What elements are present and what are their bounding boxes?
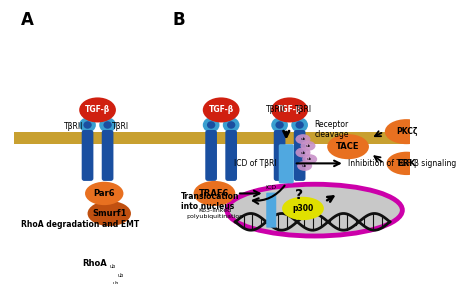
Text: A: A xyxy=(21,11,34,30)
Ellipse shape xyxy=(227,121,235,129)
Ellipse shape xyxy=(275,121,284,129)
Ellipse shape xyxy=(302,154,317,164)
Ellipse shape xyxy=(207,121,215,129)
Text: ub: ub xyxy=(301,137,306,141)
FancyBboxPatch shape xyxy=(225,130,237,181)
Ellipse shape xyxy=(103,121,112,129)
Text: Inhibition of TGF-β signaling: Inhibition of TGF-β signaling xyxy=(348,159,456,168)
Ellipse shape xyxy=(227,184,402,236)
Text: ub: ub xyxy=(302,164,307,168)
Ellipse shape xyxy=(295,134,310,144)
Ellipse shape xyxy=(297,161,312,171)
Ellipse shape xyxy=(203,97,239,122)
Text: RhoA: RhoA xyxy=(82,259,107,268)
Text: RhoA degradation and EMT: RhoA degradation and EMT xyxy=(21,220,139,229)
FancyBboxPatch shape xyxy=(14,132,410,144)
Text: TGF-β: TGF-β xyxy=(209,105,234,114)
Ellipse shape xyxy=(292,118,308,132)
Text: TβRII: TβRII xyxy=(64,122,83,131)
FancyBboxPatch shape xyxy=(266,193,276,228)
Text: ub: ub xyxy=(113,281,119,284)
FancyBboxPatch shape xyxy=(279,144,294,183)
FancyBboxPatch shape xyxy=(294,130,305,181)
Text: Par6: Par6 xyxy=(93,189,115,198)
Ellipse shape xyxy=(108,278,124,284)
Ellipse shape xyxy=(193,181,235,206)
Text: Receptor
cleavage: Receptor cleavage xyxy=(315,120,349,139)
Ellipse shape xyxy=(79,97,116,122)
Text: TGF-β: TGF-β xyxy=(277,105,302,114)
Ellipse shape xyxy=(203,118,219,132)
Text: ?: ? xyxy=(295,188,303,202)
Ellipse shape xyxy=(301,141,316,151)
FancyBboxPatch shape xyxy=(102,130,113,181)
Ellipse shape xyxy=(99,118,116,132)
Ellipse shape xyxy=(271,118,288,132)
Ellipse shape xyxy=(282,197,324,220)
Ellipse shape xyxy=(83,121,91,129)
Text: ERK: ERK xyxy=(397,159,416,168)
Text: ICD: ICD xyxy=(266,185,277,190)
Ellipse shape xyxy=(104,262,121,272)
Text: TβRI: TβRI xyxy=(295,105,312,114)
Text: ub: ub xyxy=(307,157,312,161)
Text: TRAF6: TRAF6 xyxy=(199,189,229,198)
Text: K63-linked
polyubiquitination: K63-linked polyubiquitination xyxy=(186,208,243,219)
Text: TβRII: TβRII xyxy=(266,105,285,114)
Text: Smurf1: Smurf1 xyxy=(92,209,127,218)
Text: ub: ub xyxy=(109,264,116,270)
Text: PKCζ: PKCζ xyxy=(396,127,417,136)
Text: TGF-β: TGF-β xyxy=(85,105,110,114)
Ellipse shape xyxy=(386,152,427,175)
Ellipse shape xyxy=(295,147,310,158)
FancyBboxPatch shape xyxy=(205,130,217,181)
Ellipse shape xyxy=(223,118,239,132)
Ellipse shape xyxy=(88,201,131,226)
FancyBboxPatch shape xyxy=(274,130,285,181)
Ellipse shape xyxy=(79,118,96,132)
Text: ub: ub xyxy=(118,273,124,278)
Ellipse shape xyxy=(271,97,308,122)
Text: ub: ub xyxy=(305,144,310,148)
Text: p300: p300 xyxy=(292,204,314,213)
Ellipse shape xyxy=(327,134,369,159)
Ellipse shape xyxy=(295,121,304,129)
Text: ICD of TβRI: ICD of TβRI xyxy=(235,159,277,168)
Ellipse shape xyxy=(85,182,123,205)
Text: B: B xyxy=(173,11,185,30)
Text: TβRI: TβRI xyxy=(112,122,129,131)
Text: TACE: TACE xyxy=(337,142,360,151)
Ellipse shape xyxy=(385,119,428,144)
FancyBboxPatch shape xyxy=(82,130,93,181)
Ellipse shape xyxy=(74,251,114,276)
Text: ub: ub xyxy=(301,151,306,154)
Ellipse shape xyxy=(113,270,129,281)
Text: Translocation
into nucleus: Translocation into nucleus xyxy=(181,192,239,211)
